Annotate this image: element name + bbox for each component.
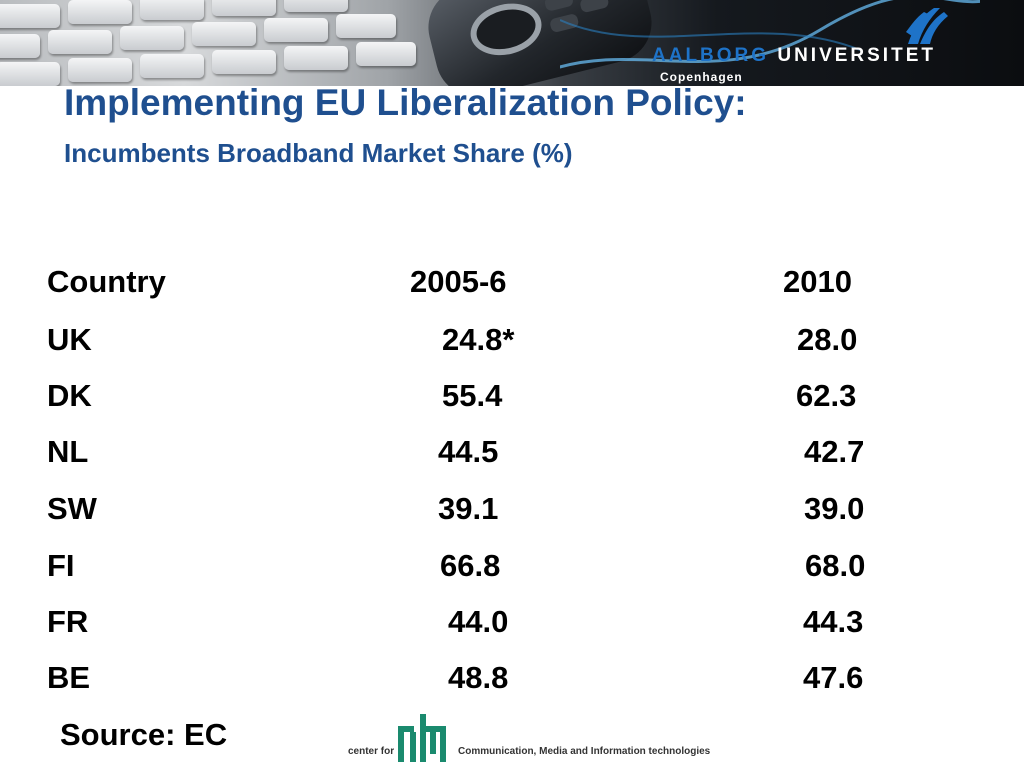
keyboard-image [0, 0, 460, 86]
row-value-2005: 48.8 [448, 660, 509, 695]
row-value-2010: 68.0 [805, 548, 866, 583]
row-value-2010: 42.7 [804, 434, 865, 469]
header-banner: AALBORG UNIVERSITET Copenhagen [0, 0, 1024, 86]
header-country: Country [47, 264, 166, 299]
row-value-2005: 44.0 [448, 604, 509, 639]
row-country: NL [47, 434, 89, 469]
row-country: FI [47, 548, 75, 583]
row-value-2010: 62.3 [796, 378, 857, 413]
slide-title: Implementing EU Liberalization Policy: [64, 82, 747, 123]
university-name-part1: AALBORG [652, 45, 770, 66]
row-value-2010: 39.0 [804, 491, 865, 526]
slide-subtitle: Incumbents Broadband Market Share (%) [64, 138, 573, 168]
cable-image [560, 0, 980, 69]
row-country: FR [47, 604, 89, 639]
row-value-2005: 44.5 [438, 434, 499, 469]
university-name-part2: UNIVERSITET [777, 45, 936, 66]
row-value-2010: 47.6 [803, 660, 864, 695]
university-logo-icon [906, 8, 948, 44]
row-value-2010: 28.0 [797, 322, 858, 357]
row-country: DK [47, 378, 92, 413]
header-period-2: 2010 [783, 264, 852, 299]
cmi-name: Communication, Media and Information tec… [458, 746, 711, 757]
row-value-2005: 66.8 [440, 548, 501, 583]
row-country: UK [47, 322, 92, 357]
cmi-prefix: center for [348, 746, 395, 757]
university-name: AALBORG UNIVERSITET [652, 45, 936, 67]
cmi-footer-logo: center for Communication, Media and Info… [348, 712, 710, 764]
row-value-2005: 39.1 [438, 491, 499, 526]
row-value-2005: 55.4 [442, 378, 503, 413]
header-period-1: 2005-6 [410, 264, 507, 299]
row-value-2010: 44.3 [803, 604, 864, 639]
row-value-2005: 24.8* [442, 322, 515, 357]
source-note: Source: EC [60, 717, 228, 752]
cmi-logo-icon [398, 714, 446, 762]
campus-label: Copenhagen [660, 70, 743, 84]
row-country: BE [47, 660, 91, 695]
row-country: SW [47, 491, 97, 526]
